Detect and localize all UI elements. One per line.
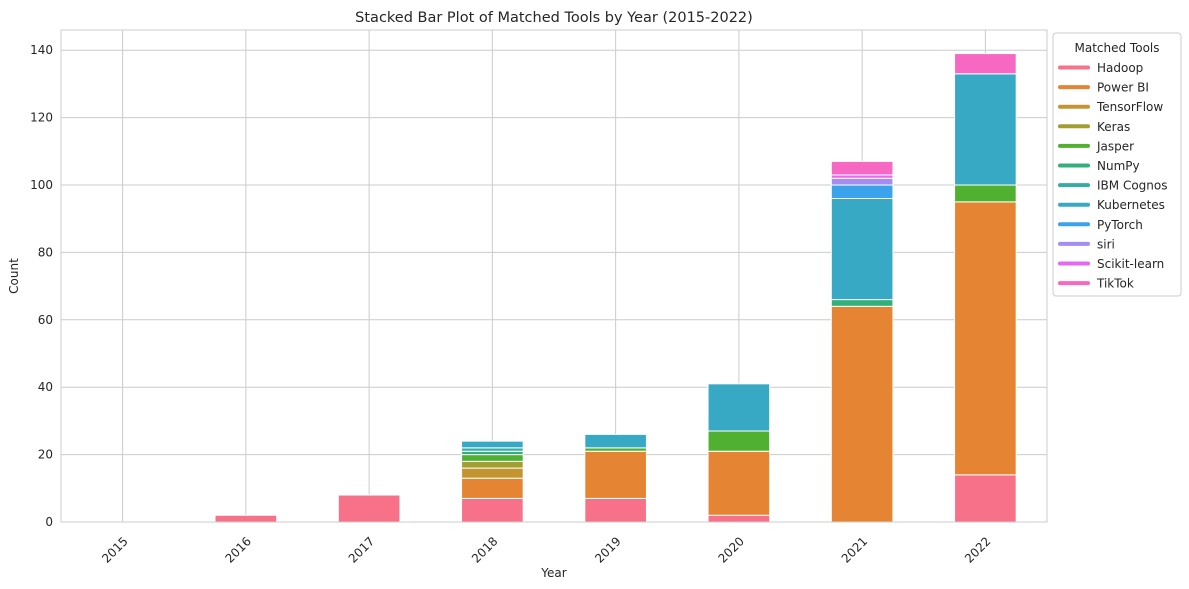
plot-frame xyxy=(60,29,1048,523)
bar-segment-numpy-2021 xyxy=(830,299,894,307)
bar-segment-tiktok-2021 xyxy=(830,160,894,176)
bar-segment-jasper-2020 xyxy=(707,430,771,452)
bar-segment-kubernetes-2022 xyxy=(954,73,1017,186)
bar-segment-hadoop-2017 xyxy=(337,494,401,523)
legend-label-numpy: NumPy xyxy=(1097,159,1140,173)
y-tick-label: 20 xyxy=(38,448,53,462)
bar-segment-ibm-cognos-2018 xyxy=(461,447,524,452)
bar-segment-tiktok-2022 xyxy=(954,53,1017,75)
chart-title: Stacked Bar Plot of Matched Tools by Yea… xyxy=(355,10,753,26)
y-tick-label: 40 xyxy=(38,380,53,394)
y-tick-label: 140 xyxy=(30,43,53,57)
bar-segment-power-bi-2019 xyxy=(584,450,647,499)
legend-label-scikit-learn: Scikit-learn xyxy=(1097,257,1164,271)
x-axis-label: Year xyxy=(540,566,566,580)
bar-segment-kubernetes-2018 xyxy=(461,440,524,449)
legend-label-kubernetes: Kubernetes xyxy=(1097,198,1165,212)
bar-segment-hadoop-2019 xyxy=(584,497,647,523)
bar-segment-numpy-2018 xyxy=(461,450,524,456)
y-tick-label: 60 xyxy=(38,313,53,327)
bars xyxy=(214,53,1017,523)
bar-segment-jasper-2019 xyxy=(584,447,647,452)
y-tick-label: 120 xyxy=(30,111,53,125)
bar-segment-hadoop-2016 xyxy=(214,514,278,523)
bar-segment-keras-2018 xyxy=(461,460,524,469)
legend-label-pytorch: PyTorch xyxy=(1097,218,1143,232)
bar-segment-power-bi-2018 xyxy=(461,477,524,499)
legend-title: Matched Tools xyxy=(1075,41,1160,55)
x-tick-label: 2016 xyxy=(222,534,253,565)
bar-segment-jasper-2018 xyxy=(461,454,524,462)
bar-segment-hadoop-2022 xyxy=(954,474,1017,523)
legend-label-hadoop: Hadoop xyxy=(1097,61,1143,75)
bar-segment-kubernetes-2021 xyxy=(830,197,894,301)
x-tick-label: 2021 xyxy=(839,534,870,565)
x-tick-label: 2022 xyxy=(962,534,993,565)
y-axis-label: Count xyxy=(7,258,21,294)
x-tick-label: 2020 xyxy=(715,534,746,565)
grid-lines xyxy=(61,30,1047,523)
y-tick-label: 0 xyxy=(45,515,53,529)
bar-segment-tensorflow-2018 xyxy=(461,467,524,479)
bar-segment-pytorch-2021 xyxy=(830,184,894,199)
legend-label-power-bi: Power BI xyxy=(1097,81,1149,95)
y-tick-label: 100 xyxy=(30,178,53,192)
legend-box xyxy=(1052,32,1182,297)
y-tick-label: 80 xyxy=(38,245,53,259)
legend-label-siri: siri xyxy=(1097,237,1115,251)
bar-segment-power-bi-2021 xyxy=(830,305,894,523)
x-tick-labels: 2015 2016 2017 2018 2019 2020 2021 2022 xyxy=(99,534,993,565)
y-tick-labels: 0 20 40 60 80 100 120 140 xyxy=(30,43,53,529)
bar-segment-kubernetes-2020 xyxy=(707,383,771,432)
legend-label-keras: Keras xyxy=(1097,120,1130,134)
legend-label-jasper: Jasper xyxy=(1096,139,1134,153)
bar-segment-jasper-2022 xyxy=(954,184,1017,203)
bar-segment-siri-2021 xyxy=(830,177,894,186)
bar-segment-hadoop-2018 xyxy=(461,497,524,523)
bar-segment-hadoop-2020 xyxy=(707,514,771,523)
legend: Matched Tools Hadoop Power BI TensorFlow Ke… xyxy=(1052,32,1182,297)
bar-segment-power-bi-2020 xyxy=(707,450,771,516)
x-tick-label: 2017 xyxy=(346,534,377,565)
legend-label-tiktok: TikTok xyxy=(1096,277,1134,291)
legend-label-ibm-cognos: IBM Cognos xyxy=(1097,179,1167,193)
bar-segment-scikit-learn-2021 xyxy=(830,174,894,179)
bar-segment-kubernetes-2019 xyxy=(584,433,647,449)
legend-label-tensorflow: TensorFlow xyxy=(1096,100,1163,114)
bar-segment-power-bi-2022 xyxy=(954,201,1017,476)
x-tick-label: 2018 xyxy=(469,534,500,565)
x-tick-label: 2015 xyxy=(99,534,130,565)
x-tick-label: 2019 xyxy=(592,534,623,565)
